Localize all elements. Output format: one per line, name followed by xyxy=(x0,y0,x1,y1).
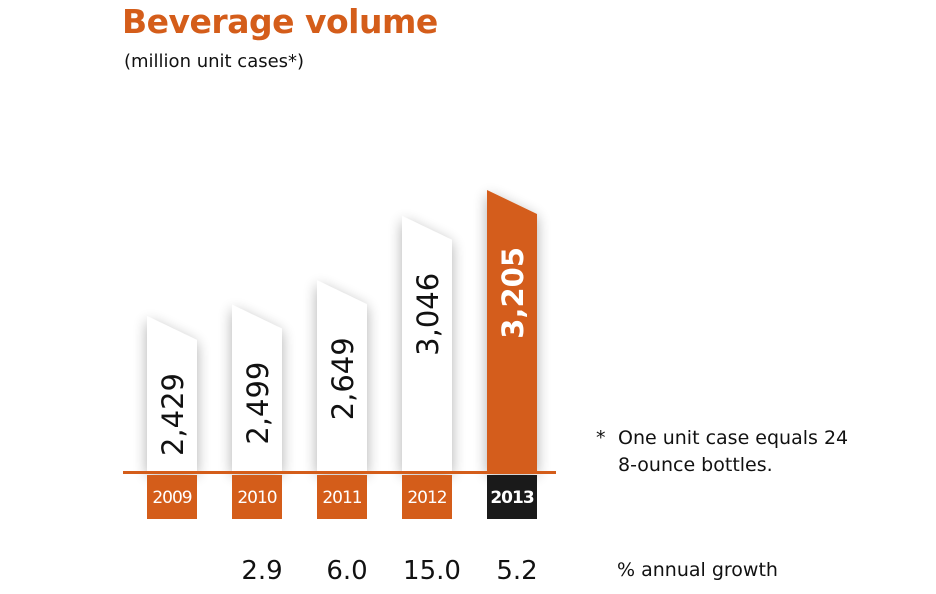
year-label-2012: 2012 xyxy=(407,488,446,508)
bar-2011 xyxy=(317,280,367,471)
value-label-2009: 2,429 xyxy=(156,373,190,456)
growth-value-2013: 5.2 xyxy=(496,556,537,586)
value-label-2010: 2,499 xyxy=(241,362,275,445)
footnote: * One unit case equals 24 8-ounce bottle… xyxy=(596,425,916,479)
chart-title: Beverage volume xyxy=(122,2,438,41)
year-tag-2010 xyxy=(232,475,282,519)
footnote-line-2: 8-ounce bottles. xyxy=(618,454,773,476)
growth-value-2010: 2.9 xyxy=(241,556,282,586)
year-label-2011: 2011 xyxy=(322,488,361,508)
year-label-2009: 2009 xyxy=(152,488,191,508)
value-label-2013: 3,205 xyxy=(496,247,530,339)
year-label-2013: 2013 xyxy=(490,488,533,508)
bar-2010 xyxy=(232,304,282,471)
chart-subtitle: (million unit cases*) xyxy=(124,51,305,72)
year-label-2010: 2010 xyxy=(237,488,276,508)
value-label-2011: 2,649 xyxy=(326,337,360,420)
growth-value-2012: 15.0 xyxy=(403,556,461,586)
year-tag-2012 xyxy=(402,475,452,519)
growth-value-2011: 6.0 xyxy=(326,556,367,586)
footnote-line-1: One unit case equals 24 xyxy=(618,427,849,449)
year-tag-2013 xyxy=(487,475,537,519)
bar-2012 xyxy=(402,215,452,471)
growth-axis-label: % annual growth xyxy=(617,559,778,581)
value-label-2012: 3,046 xyxy=(411,273,445,356)
footnote-marker: * xyxy=(596,427,606,449)
year-tag-2009 xyxy=(147,475,197,519)
bar-2009 xyxy=(147,316,197,471)
bar-2013 xyxy=(487,190,537,471)
year-tag-2011 xyxy=(317,475,367,519)
